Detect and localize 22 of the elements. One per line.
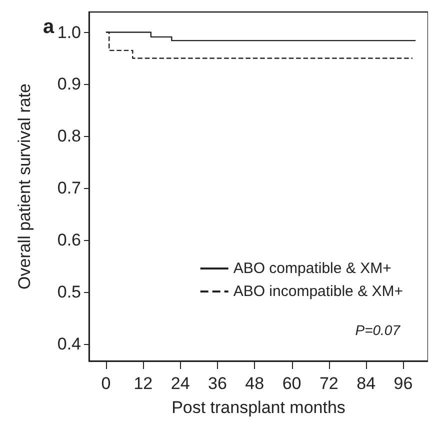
annotation: P=0.07 <box>355 322 402 338</box>
x-tick-label: 12 <box>134 374 153 393</box>
x-tick-label: 24 <box>170 374 190 393</box>
x-tick-label: 72 <box>319 374 338 393</box>
x-axis-title: Post transplant months <box>172 398 346 417</box>
y-axis-title: Overall patient survival rate <box>15 84 34 290</box>
y-tick-label: 0.5 <box>57 282 81 302</box>
x-tick-label: 0 <box>101 374 111 393</box>
y-tick-label: 0.6 <box>57 230 81 250</box>
chart-title: a <box>43 16 55 38</box>
x-tick-label: 60 <box>282 374 302 393</box>
legend-label: ABO compatible & XM+ <box>233 260 392 277</box>
y-tick-label: 0.4 <box>57 334 81 354</box>
x-tick-label: 84 <box>356 374 376 393</box>
x-tick-label: 48 <box>245 374 264 393</box>
y-tick-label: 1.0 <box>57 22 81 42</box>
x-tick-label: 36 <box>208 374 227 393</box>
y-tick-label: 0.9 <box>57 74 81 94</box>
legend-label: ABO incompatible & XM+ <box>233 283 404 300</box>
y-tick-label: 0.8 <box>57 126 81 146</box>
y-tick-label: 0.7 <box>57 178 81 198</box>
x-tick-label: 96 <box>394 374 413 393</box>
